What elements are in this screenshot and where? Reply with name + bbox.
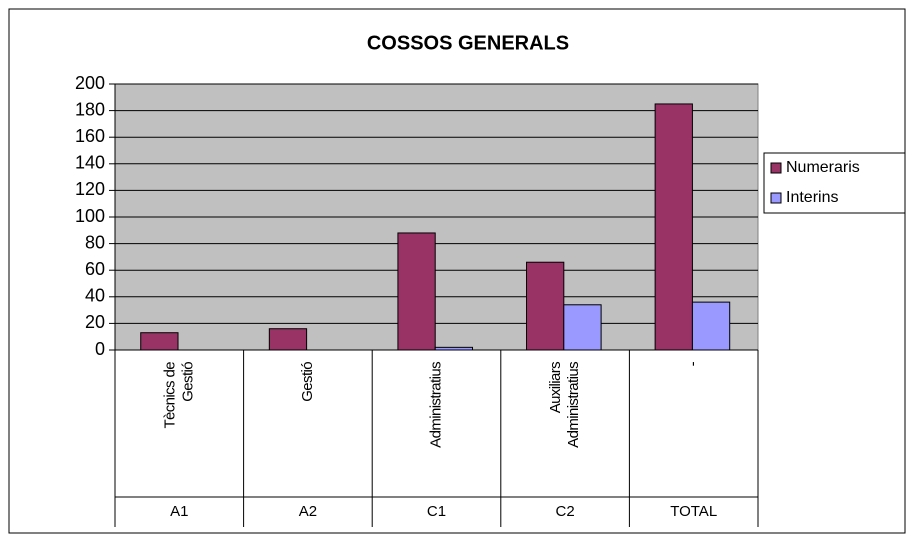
chart-title: COSSOS GENERALS [367, 32, 569, 54]
legend-swatch [770, 192, 782, 204]
group-label: TOTAL [670, 503, 717, 520]
bar [691, 301, 731, 351]
bar [563, 304, 602, 351]
y-tick-label: 80 [85, 232, 105, 252]
bar [268, 328, 308, 351]
group-label: A2 [299, 503, 317, 520]
group-label: C1 [427, 503, 446, 520]
y-tick-label: 200 [75, 73, 105, 93]
x-tick-label: Tècnics deGestió [161, 362, 196, 429]
bar [654, 103, 693, 351]
x-tick-label: - [685, 361, 702, 366]
legend-box [763, 152, 906, 214]
y-tick-label: 60 [85, 259, 105, 279]
bar [140, 332, 179, 351]
x-tick-label: AuxiliarsAdministratius [547, 362, 582, 448]
legend-label: Interins [786, 189, 838, 206]
y-tick-label: 160 [75, 126, 105, 146]
y-tick-label: 40 [85, 286, 105, 306]
y-tick-label: 0 [95, 339, 105, 359]
y-tick-label: 100 [75, 206, 105, 226]
y-tick-label: 20 [85, 312, 105, 332]
legend-label: Numeraris [786, 159, 860, 176]
group-label: A1 [170, 503, 188, 520]
x-tick-label: Gestió [299, 362, 316, 402]
bar [526, 261, 565, 351]
group-label: C2 [556, 503, 575, 520]
x-tick-label: Administratius [427, 362, 444, 448]
legend-swatch [770, 162, 782, 174]
y-tick-label: 180 [75, 99, 105, 119]
bar [397, 232, 436, 351]
y-tick-label: 120 [75, 179, 105, 199]
y-tick-label: 140 [75, 153, 105, 173]
bar [434, 346, 474, 351]
